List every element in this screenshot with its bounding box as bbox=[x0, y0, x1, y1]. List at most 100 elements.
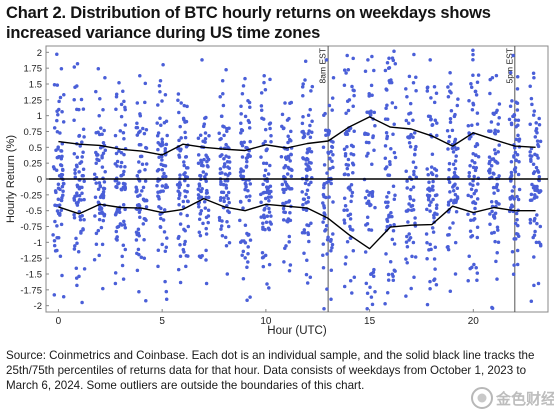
data-point bbox=[475, 235, 480, 240]
data-point bbox=[434, 206, 439, 211]
data-point bbox=[114, 151, 119, 156]
data-point bbox=[263, 88, 268, 92]
data-point bbox=[239, 121, 243, 125]
chart-title: Chart 2. Distribution of BTC hourly retu… bbox=[6, 4, 491, 42]
data-point bbox=[185, 199, 190, 203]
data-point bbox=[56, 186, 61, 190]
outlier-point bbox=[197, 254, 202, 259]
data-point bbox=[351, 249, 356, 253]
x-axis-label: Hour (UTC) bbox=[267, 325, 327, 337]
data-point bbox=[264, 161, 269, 166]
data-point bbox=[178, 124, 182, 129]
data-point bbox=[321, 266, 326, 270]
data-point bbox=[432, 215, 436, 220]
outlier-point bbox=[184, 264, 188, 269]
data-point bbox=[533, 216, 537, 221]
data-point bbox=[304, 192, 308, 196]
data-point bbox=[134, 230, 139, 235]
data-point bbox=[158, 212, 162, 216]
data-point bbox=[114, 229, 119, 234]
data-point bbox=[347, 185, 352, 190]
data-point bbox=[202, 157, 206, 162]
data-point bbox=[248, 238, 253, 242]
data-point bbox=[342, 221, 347, 225]
data-point bbox=[99, 206, 103, 210]
data-point bbox=[404, 87, 408, 91]
data-point bbox=[141, 126, 145, 131]
outlier-point bbox=[329, 297, 333, 302]
data-point bbox=[114, 107, 118, 111]
data-point bbox=[243, 187, 247, 192]
data-point bbox=[179, 147, 183, 151]
data-point bbox=[404, 294, 408, 298]
data-point bbox=[262, 215, 267, 220]
data-point bbox=[428, 279, 432, 284]
data-point bbox=[156, 248, 161, 253]
outlier-point bbox=[308, 275, 313, 279]
data-point bbox=[120, 254, 124, 259]
data-point bbox=[487, 155, 492, 159]
data-point bbox=[196, 161, 201, 166]
data-point bbox=[492, 148, 497, 152]
data-point bbox=[385, 219, 390, 224]
data-point bbox=[281, 206, 286, 211]
data-point bbox=[265, 147, 269, 151]
outlier-point bbox=[142, 256, 147, 260]
data-point bbox=[100, 210, 104, 214]
data-point bbox=[114, 92, 119, 96]
data-point bbox=[185, 104, 189, 109]
data-point bbox=[385, 290, 390, 295]
data-point bbox=[321, 242, 326, 246]
data-point bbox=[490, 157, 494, 162]
data-point bbox=[331, 140, 335, 144]
data-point bbox=[134, 125, 139, 130]
data-point bbox=[432, 257, 437, 261]
data-point bbox=[75, 155, 80, 160]
data-point bbox=[60, 154, 64, 159]
data-point bbox=[448, 71, 452, 75]
x-tick-label: 5 bbox=[159, 316, 165, 327]
data-point bbox=[471, 73, 475, 78]
data-point bbox=[390, 214, 394, 219]
data-point bbox=[60, 167, 65, 172]
data-point bbox=[159, 216, 163, 221]
data-point bbox=[119, 160, 124, 165]
data-point bbox=[535, 184, 539, 189]
data-point bbox=[383, 144, 388, 148]
data-point bbox=[343, 172, 347, 176]
data-point bbox=[434, 174, 439, 178]
data-point bbox=[474, 188, 478, 193]
data-point bbox=[204, 215, 209, 220]
data-point bbox=[263, 139, 267, 144]
data-point bbox=[528, 198, 533, 202]
data-point bbox=[123, 107, 127, 112]
data-point bbox=[261, 117, 266, 121]
data-point bbox=[60, 273, 64, 278]
data-point bbox=[363, 196, 368, 200]
data-point bbox=[156, 190, 160, 194]
data-point bbox=[330, 159, 334, 164]
data-point bbox=[155, 121, 159, 125]
data-point bbox=[407, 238, 411, 242]
data-point bbox=[447, 233, 451, 237]
data-point bbox=[389, 78, 393, 82]
outlier-point bbox=[220, 79, 225, 83]
data-point bbox=[81, 167, 86, 172]
data-point bbox=[217, 218, 222, 222]
data-points bbox=[51, 48, 543, 311]
data-point bbox=[281, 218, 286, 222]
data-point bbox=[347, 128, 351, 133]
outlier-point bbox=[301, 82, 305, 86]
data-point bbox=[471, 52, 475, 57]
outlier-point bbox=[345, 53, 349, 58]
data-point bbox=[348, 217, 353, 221]
data-point bbox=[79, 97, 84, 102]
data-point bbox=[285, 118, 290, 122]
data-point bbox=[538, 224, 543, 229]
data-point bbox=[425, 89, 430, 93]
y-tick-label: 0.25 bbox=[24, 159, 43, 170]
data-point bbox=[160, 137, 164, 141]
data-point bbox=[263, 253, 268, 258]
data-point bbox=[141, 185, 146, 190]
y-tick-label: -1.5 bbox=[26, 270, 42, 281]
